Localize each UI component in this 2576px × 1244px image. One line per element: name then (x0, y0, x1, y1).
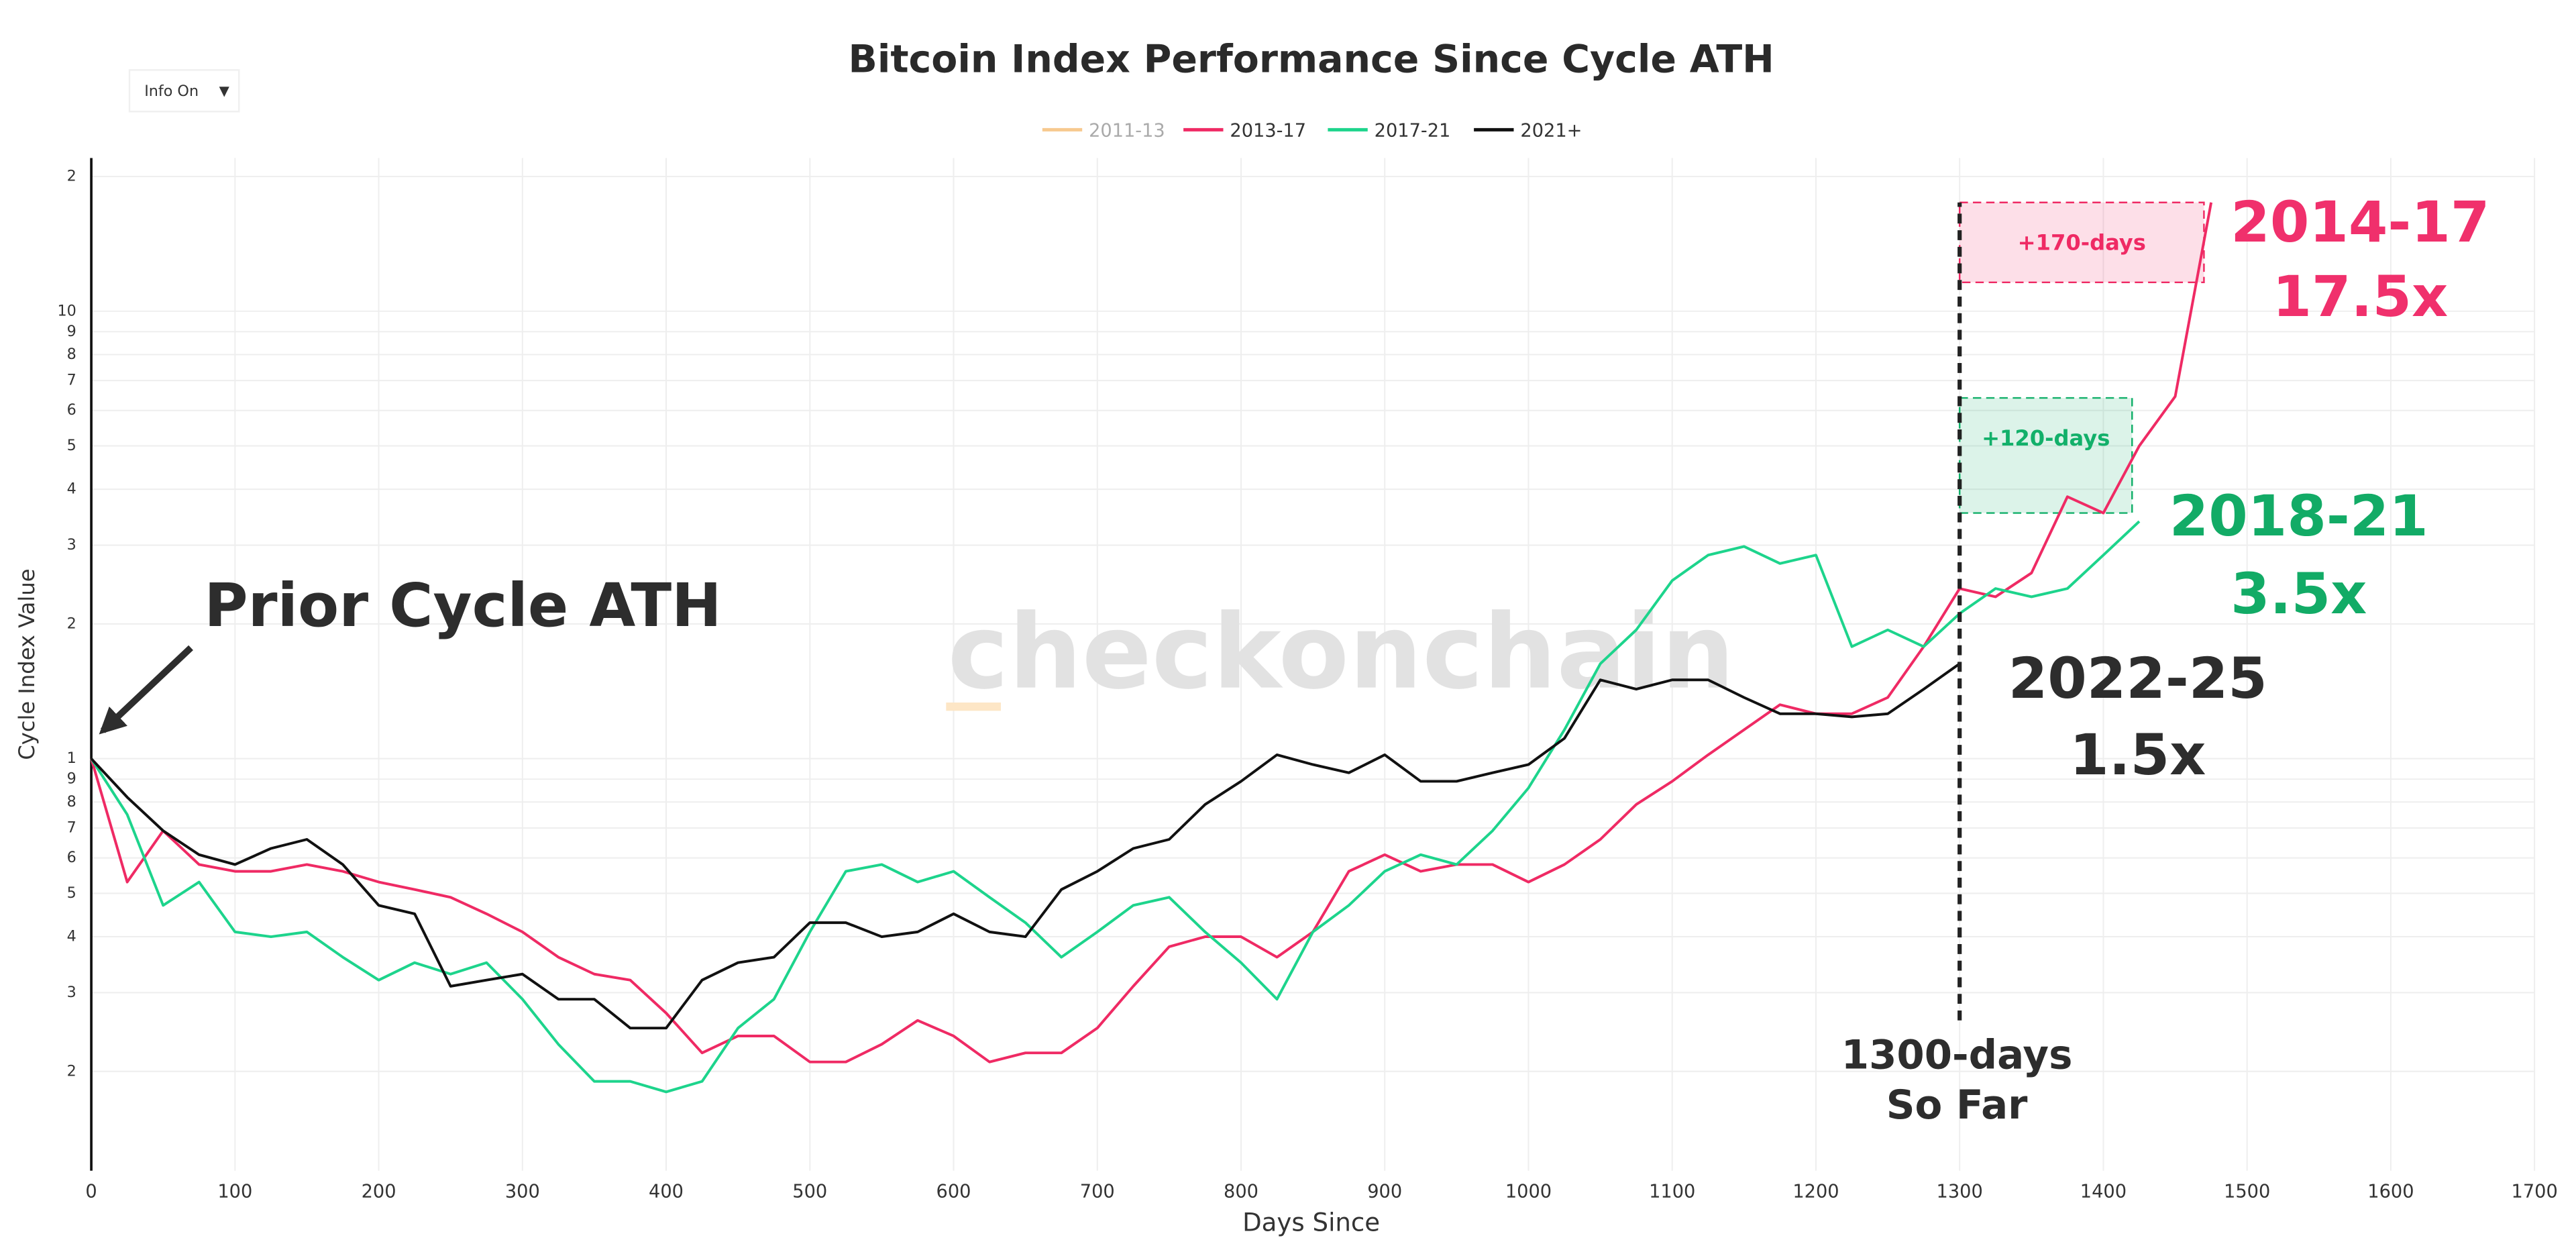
legend-label: 2013-17 (1230, 120, 1306, 141)
x-tick-label: 1700 (2512, 1181, 2558, 1202)
annotation: 17.5x (2272, 264, 2448, 329)
y-tick-label: 6 (67, 401, 76, 419)
x-tick-label: 1400 (2080, 1181, 2127, 1202)
y-tick-label: 8 (67, 793, 76, 811)
x-tick-label: 200 (362, 1181, 396, 1202)
y-axis-title: Cycle Index Value (14, 569, 40, 760)
dropdown-icon[interactable]: ▼ (219, 83, 230, 99)
highlight-label: +120-days (1982, 425, 2110, 451)
y-tick-label: 2 (67, 615, 76, 632)
y-tick-label: 9 (67, 323, 76, 340)
x-tick-label: 400 (649, 1181, 684, 1202)
x-tick-label: 100 (217, 1181, 252, 1202)
annotation: So Far (1886, 1082, 2028, 1129)
x-tick-label: 1600 (2367, 1181, 2414, 1202)
annotation: 1300-days (1841, 1033, 2073, 1079)
highlight-box (1958, 201, 2205, 284)
y-tick-label: 7 (67, 372, 76, 389)
series-line (90, 662, 1961, 1030)
x-tick-label: 700 (1080, 1181, 1115, 1202)
legend-label: 2021+ (1520, 120, 1582, 141)
x-tick-label: 500 (792, 1181, 827, 1202)
legend-label: 2011-13 (1089, 120, 1165, 141)
x-tick-label: 1000 (1505, 1181, 1552, 1202)
dropdown-label[interactable]: Info On (144, 83, 199, 100)
x-tick-label: 1200 (1792, 1181, 1839, 1202)
annotation: 2014-17 (2231, 189, 2489, 255)
chart-title: Bitcoin Index Performance Since Cycle AT… (849, 38, 1774, 82)
watermark: checkonchain (948, 593, 1735, 713)
x-tick-label: 300 (505, 1181, 540, 1202)
series-line (90, 202, 2213, 1064)
x-tick-label: 800 (1224, 1181, 1258, 1202)
y-tick-label: 5 (67, 437, 76, 454)
highlight-label: +170-days (2018, 230, 2146, 256)
y-tick-label: 7 (67, 819, 76, 836)
series-line (90, 520, 2141, 1094)
x-tick-label: 0 (85, 1181, 97, 1202)
dropdown[interactable]: Info On ▼ (128, 69, 240, 113)
annotation: 3.5x (2231, 561, 2367, 627)
x-tick-label: 900 (1367, 1181, 1402, 1202)
annotation: 2018-21 (2169, 483, 2428, 549)
x-tick-label: 1300 (1937, 1181, 1983, 1202)
x-axis-title: Days Since (1242, 1208, 1380, 1237)
watermark-bar (946, 703, 1001, 711)
x-tick-label: 1100 (1649, 1181, 1695, 1202)
y-tick-label: 2 (67, 168, 76, 185)
y-tick-label: 6 (67, 849, 76, 866)
y-tick-label: 3 (67, 536, 76, 554)
y-tick-label: 2 (67, 1062, 76, 1080)
annotation: Prior Cycle ATH (204, 571, 721, 641)
y-tick-label: 4 (67, 928, 76, 945)
y-tick-label: 9 (67, 770, 76, 788)
y-tick-label: 3 (67, 984, 76, 1001)
x-tick-label: 1500 (2224, 1181, 2270, 1202)
y-tick-label: 5 (67, 884, 76, 902)
dropdown-box[interactable] (128, 69, 240, 113)
annotation: 2022-25 (2008, 645, 2267, 711)
annotation-arrow (99, 645, 193, 735)
y-tick-label: 8 (67, 346, 76, 363)
highlight-box (1958, 397, 2133, 514)
x-tick-label: 600 (936, 1181, 971, 1202)
legend-label: 2017-21 (1375, 120, 1451, 141)
y-tick-label: 1 (67, 749, 76, 767)
annotation: 1.5x (2070, 722, 2206, 788)
y-tick-label: 4 (67, 480, 76, 498)
y-tick-label: 10 (58, 302, 76, 319)
